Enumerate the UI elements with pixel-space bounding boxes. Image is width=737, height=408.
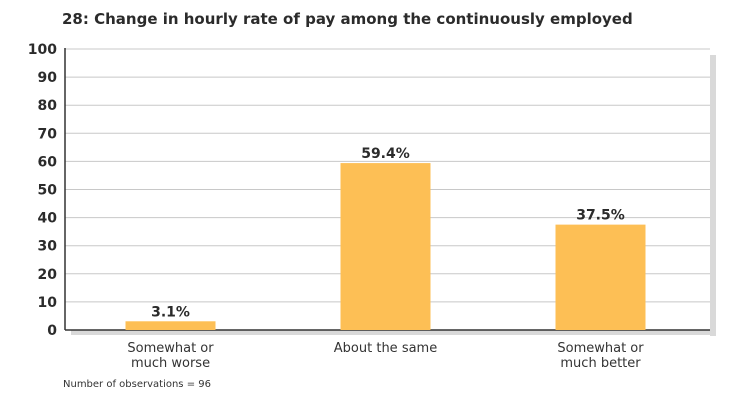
bar [340, 163, 431, 330]
plot-shadow-right [710, 55, 716, 336]
data-label: 59.4% [361, 146, 410, 162]
y-tick-label: 50 [38, 183, 58, 199]
y-tick-label: 30 [38, 239, 58, 255]
x-category-label: About the same [334, 341, 437, 356]
y-tick-label: 0 [47, 323, 57, 339]
bar [555, 224, 646, 330]
observations-note: Number of observations = 96 [63, 379, 211, 390]
x-category-label: Somewhat or [127, 341, 214, 356]
y-tick-label: 90 [38, 70, 58, 86]
x-category-label: much worse [131, 356, 210, 371]
y-tick-label: 100 [28, 42, 57, 58]
data-label: 3.1% [151, 304, 190, 320]
y-tick-label: 70 [38, 126, 58, 142]
y-tick-label: 40 [38, 211, 58, 227]
chart-title: 28: Change in hourly rate of pay among t… [62, 10, 633, 28]
data-label: 37.5% [576, 208, 625, 224]
y-tick-label: 80 [38, 98, 58, 114]
plot-shadow-bottom [71, 330, 716, 335]
x-category-label: Somewhat or [557, 341, 644, 356]
bar [125, 321, 216, 330]
y-tick-label: 60 [38, 154, 58, 170]
y-tick-label: 20 [38, 267, 58, 283]
y-tick-label: 10 [38, 295, 58, 311]
x-category-label: much better [560, 356, 641, 371]
